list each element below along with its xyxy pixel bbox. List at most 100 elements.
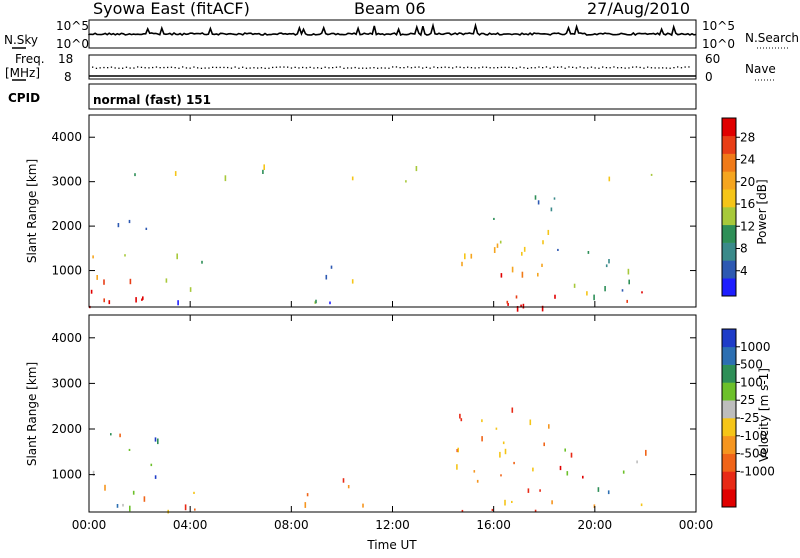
range-cell — [523, 246, 526, 252]
power-plot-bg — [89, 115, 696, 307]
range-cell — [500, 273, 503, 278]
nave-trace — [92, 66, 690, 69]
power-colorbar-label: Power [dB] — [755, 179, 769, 244]
range-cell — [543, 442, 545, 447]
power-x-ticks — [88, 115, 697, 307]
range-cell — [504, 499, 506, 506]
nave-dot — [560, 66, 563, 68]
range-cell — [154, 437, 157, 442]
colorbar-tick-label: 4 — [740, 264, 748, 278]
nave-dot — [388, 67, 390, 69]
nave-dot — [260, 67, 263, 69]
range-cell — [553, 197, 556, 200]
colorbar-tick-label: -500 — [740, 447, 767, 461]
nave-dot — [542, 67, 544, 69]
nave-dot — [159, 67, 161, 69]
nave-dot — [639, 66, 641, 69]
nave-dot — [684, 66, 686, 68]
nave-dot — [279, 66, 281, 68]
freq-label-line2: [MHz] — [5, 66, 40, 80]
nave-dot — [602, 66, 604, 68]
nave-dot — [403, 67, 405, 69]
freq-hi-label: 18 — [58, 52, 73, 66]
nave-dot — [459, 66, 461, 68]
range-cell — [608, 176, 611, 182]
x-tick-label: 16:00 — [476, 518, 511, 532]
colorbar-swatch — [722, 382, 736, 401]
colorbar-swatch — [722, 346, 736, 365]
nave-dot — [654, 67, 656, 69]
colorbar-swatch — [722, 435, 736, 454]
nave-dot — [407, 66, 409, 68]
range-cell — [459, 413, 461, 419]
cpid-strip-frame — [88, 83, 697, 110]
range-cell — [174, 171, 177, 176]
nave-dot — [433, 66, 435, 68]
range-cell — [499, 451, 501, 458]
range-cell — [224, 175, 227, 182]
range-cell — [551, 500, 553, 505]
nave-dot — [594, 67, 596, 69]
range-cell — [566, 471, 569, 476]
nave-dot — [470, 67, 473, 69]
x-tick-label: 12:00 — [375, 518, 410, 532]
nsky-path — [88, 22, 697, 37]
nave-dot — [208, 67, 210, 69]
range-cell — [529, 419, 532, 426]
range-cell — [134, 173, 136, 177]
nave-dot — [197, 67, 199, 69]
colorbar-swatch — [722, 400, 736, 419]
range-cell — [521, 251, 523, 256]
nave-dot — [452, 67, 454, 69]
nave-dot — [579, 66, 581, 68]
nave-dot — [583, 67, 585, 69]
nave-dot — [669, 67, 671, 69]
nave-dot — [617, 67, 619, 69]
nave-dot — [118, 67, 120, 69]
y-tick-label: 2000 — [51, 219, 82, 233]
power-panel: 1000 2000 3000 4000 Slant Range [km] — [25, 114, 697, 312]
range-cell — [499, 240, 502, 244]
range-cell — [362, 503, 364, 508]
nave-dot — [620, 67, 623, 69]
velocity-scatter-cells — [92, 407, 647, 514]
nave-dot — [324, 66, 326, 68]
nave-dot — [613, 66, 615, 68]
nave-dot — [114, 67, 116, 69]
range-cell — [351, 279, 354, 284]
time-xlabel: Time UT — [366, 538, 417, 552]
range-cell — [597, 487, 600, 492]
range-cell — [460, 418, 463, 422]
nave-dot — [185, 67, 188, 69]
range-cell — [515, 295, 518, 299]
freq-label-line1: Freq. — [15, 52, 45, 66]
colorbar-swatch — [722, 278, 736, 297]
power-colorbar: 4 8 12 16 20 24 28 — [721, 117, 755, 297]
nave-dot — [658, 67, 660, 69]
nave-dot — [590, 66, 593, 68]
colorbar-swatch — [722, 135, 736, 154]
nave-dot — [335, 66, 338, 68]
range-cell — [586, 291, 588, 296]
nave-dot — [530, 67, 533, 69]
range-cell — [570, 452, 573, 458]
range-cell — [587, 251, 590, 254]
colorbar-tick-label: 1000 — [740, 340, 771, 354]
range-cell — [534, 509, 537, 513]
nave-dot — [557, 66, 559, 68]
range-cell — [189, 287, 192, 292]
range-cell — [90, 289, 93, 294]
nave-dot — [534, 67, 536, 69]
range-cell — [502, 441, 505, 445]
range-cell — [573, 283, 576, 288]
range-cell — [92, 470, 95, 476]
y-tick-label: 4000 — [51, 331, 82, 345]
nave-dot — [662, 67, 664, 69]
nave-dot — [313, 67, 315, 69]
colorbar-swatch — [722, 207, 736, 226]
range-cell — [262, 169, 264, 174]
nave-dot — [635, 66, 638, 68]
nave-dot — [129, 67, 131, 69]
nave-dot — [200, 67, 203, 69]
range-cell — [622, 470, 625, 474]
